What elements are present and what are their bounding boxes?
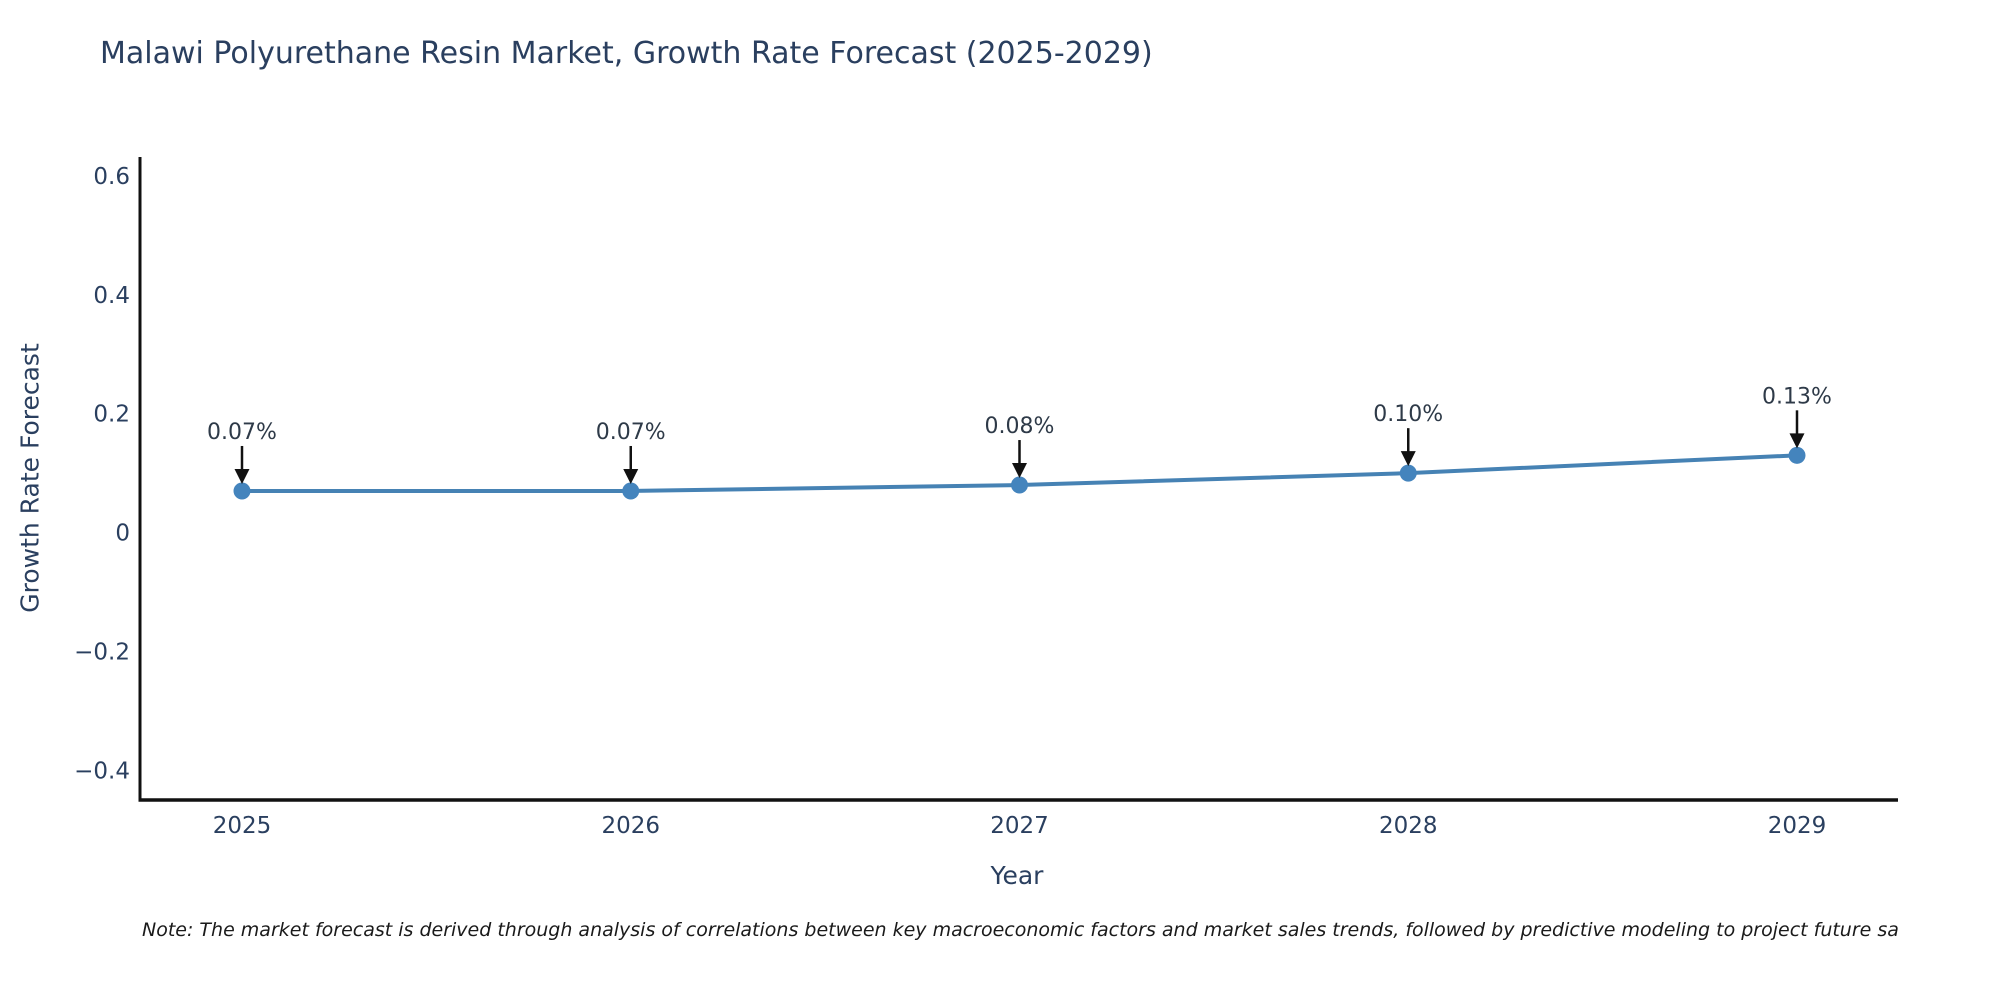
annotation-label: 0.08%: [985, 414, 1055, 439]
y-tick-label: 0: [115, 521, 130, 547]
annotation-label: 0.07%: [207, 420, 277, 445]
y-tick-label: 0.6: [93, 164, 130, 190]
footnote: Note: The market forecast is derived thr…: [142, 919, 1899, 941]
annotation-arrow-head: [1789, 433, 1805, 449]
annotation-arrow-head: [234, 468, 250, 484]
annotation-label: 0.07%: [596, 420, 666, 445]
y-tick-label: −0.2: [74, 639, 130, 665]
data-point-marker: [1399, 464, 1417, 482]
x-tick-label: 2025: [213, 813, 272, 839]
y-tick-label: 0.4: [93, 283, 130, 309]
x-tick-label: 2029: [1768, 813, 1827, 839]
data-point-marker: [1788, 446, 1806, 464]
data-point-marker: [1011, 476, 1028, 494]
data-point-marker: [233, 482, 251, 500]
y-tick-label: −0.4: [74, 758, 130, 784]
y-tick-label: 0.2: [93, 402, 130, 428]
annotation-arrow-head: [1400, 451, 1416, 467]
x-axis-title: Year: [990, 861, 1044, 890]
annotation-label: 0.13%: [1762, 384, 1832, 409]
annotation-arrow-head: [623, 468, 639, 484]
data-point-marker: [622, 482, 640, 500]
x-tick-label: 2026: [601, 813, 660, 839]
x-tick-label: 2028: [1379, 813, 1438, 839]
annotation-label: 0.10%: [1373, 402, 1443, 427]
x-tick-label: 2027: [990, 813, 1049, 839]
chart-title: Malawi Polyurethane Resin Market, Growth…: [100, 36, 1153, 71]
annotation-arrow-head: [1012, 463, 1027, 479]
